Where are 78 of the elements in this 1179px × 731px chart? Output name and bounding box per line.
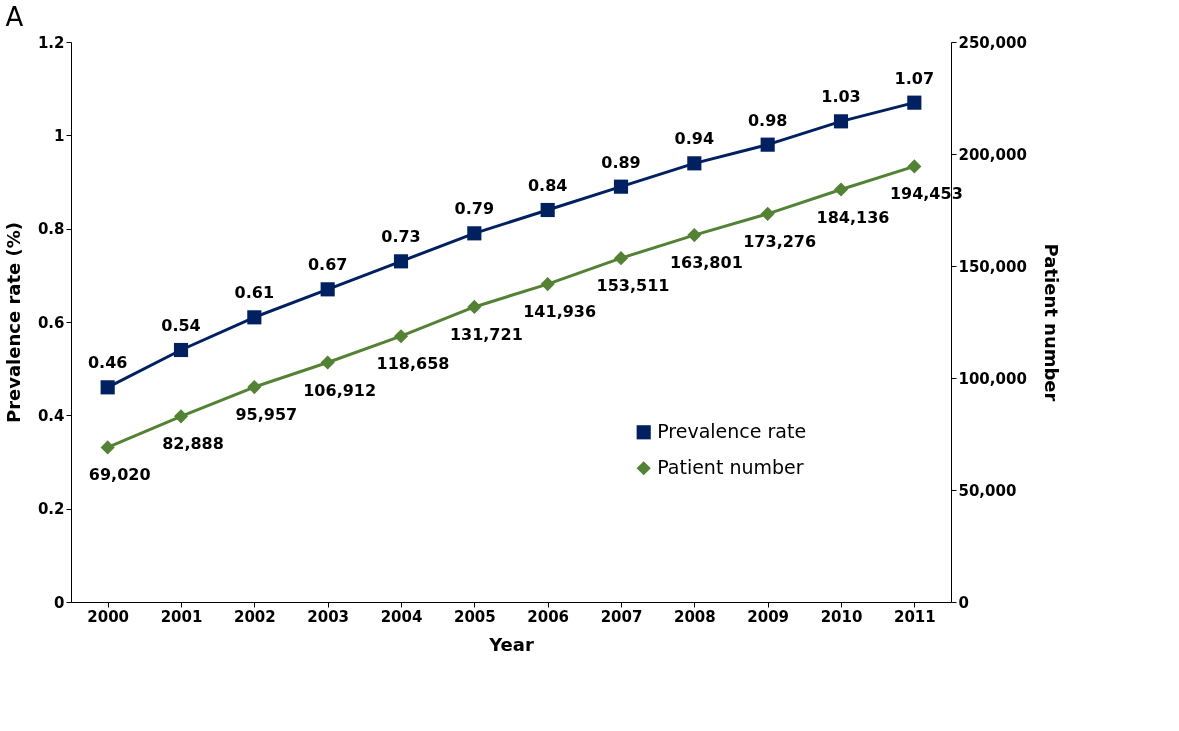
y2-tick-label: 0	[958, 593, 969, 612]
data-label: 0.67	[307, 255, 348, 275]
point	[173, 342, 189, 358]
point	[613, 179, 629, 194]
data-label: 153,511	[596, 276, 670, 296]
x-tick-label: 2009	[747, 607, 790, 626]
data-label: 0.73	[381, 227, 421, 247]
point	[393, 254, 409, 269]
y2-tick-label: 250,000	[958, 33, 1027, 52]
point	[687, 156, 702, 171]
x-tick-label: 2008	[673, 607, 716, 626]
y2-tick-label: 100,000	[958, 369, 1027, 388]
point	[540, 276, 555, 292]
point	[247, 379, 262, 395]
point	[467, 299, 482, 315]
x-tick-label: 2007	[600, 607, 643, 626]
data-label: 0.46	[87, 353, 128, 373]
y2-tick-label: 50,000	[958, 481, 1017, 500]
x-tick-label: 2003	[307, 607, 350, 626]
y2-axis-title: Patient number	[1040, 243, 1062, 402]
x-tick-label: 2001	[160, 607, 203, 626]
legend-label: Prevalence rate	[657, 420, 807, 443]
data-label: 0.54	[161, 316, 201, 335]
y-tick-label: 1.2	[37, 33, 65, 52]
point	[833, 114, 849, 129]
y-axis-title: Prevalence rate (%)	[2, 221, 24, 424]
data-label: 0.84	[527, 176, 568, 195]
point	[613, 251, 629, 266]
x-tick-label: 2002	[233, 607, 276, 626]
data-label: 0.79	[454, 199, 495, 219]
chart-title: A	[5, 2, 24, 32]
data-label: 1.03	[821, 87, 861, 107]
point	[833, 182, 849, 197]
y2-tick-label: 200,000	[958, 145, 1027, 164]
y-tick-label: 0.8	[37, 220, 65, 239]
y2-tick-label: 150,000	[958, 257, 1027, 276]
data-label: 131,721	[449, 324, 523, 344]
point	[247, 310, 262, 325]
data-label: 0.94	[674, 129, 715, 149]
x-tick-label: 2005	[453, 607, 496, 626]
x-tick-label: 2011	[893, 607, 936, 626]
point	[320, 282, 335, 297]
point	[173, 409, 189, 424]
data-label: 0.89	[601, 152, 641, 172]
point	[760, 206, 775, 221]
data-label: 95,957	[235, 405, 298, 425]
y-tick-label: 0.6	[37, 313, 65, 332]
x-tick-label: 2004	[380, 607, 423, 626]
legend-label: Patient number	[657, 456, 804, 479]
point	[100, 380, 115, 395]
data-label: 173,276	[743, 231, 817, 251]
y-tick-label: 0.4	[37, 406, 65, 425]
y-tick-label: 0	[54, 593, 65, 612]
y-tick-label: 1	[54, 126, 65, 145]
point	[100, 440, 115, 455]
data-label: 184,136	[816, 207, 890, 227]
x-axis-title: Year	[488, 633, 534, 655]
data-label: 118,658	[376, 354, 450, 374]
x-tick-label: 2000	[87, 607, 130, 626]
x-tick-label: 2006	[527, 607, 570, 626]
data-label: 163,801	[669, 253, 743, 273]
data-label: 82,888	[162, 434, 224, 454]
point	[540, 202, 555, 218]
point	[320, 355, 335, 370]
data-label: 69,020	[88, 465, 151, 485]
point	[467, 226, 482, 241]
point	[393, 329, 409, 344]
data-label: 141,936	[523, 302, 597, 322]
point	[687, 228, 702, 243]
data-label: 0.61	[234, 283, 275, 303]
point	[907, 159, 922, 174]
data-label: 0.98	[747, 110, 788, 130]
x-tick-label: 2010	[820, 607, 863, 626]
data-label: 106,912	[303, 380, 377, 400]
y-tick-label: 0.2	[37, 500, 65, 519]
point	[907, 95, 922, 110]
data-label: 1.07	[894, 68, 935, 88]
point	[760, 137, 775, 152]
